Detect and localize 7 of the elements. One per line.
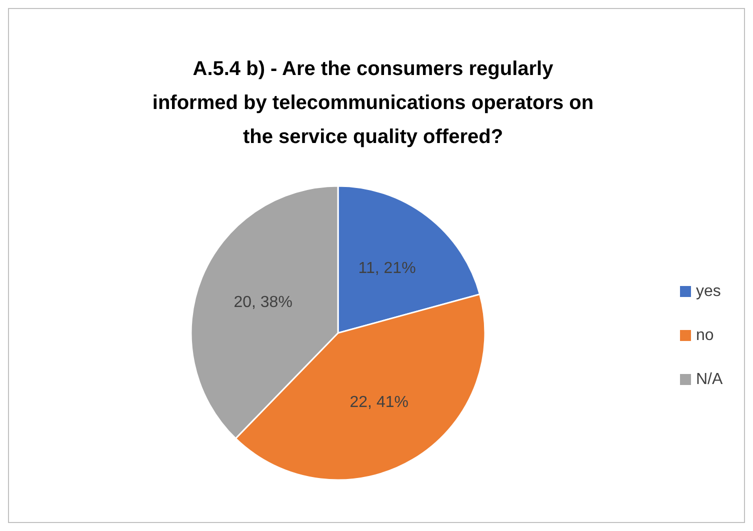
- legend-label: no: [696, 327, 714, 344]
- data-label: 11, 21%: [358, 260, 416, 277]
- data-label: 20, 38%: [234, 294, 292, 311]
- data-label: 22, 41%: [350, 394, 408, 411]
- legend-label: N/A: [696, 371, 723, 388]
- chart-title: A.5.4 b) - Are the consumers regularly informed by telecommunications operators on the service quality offered?: [152, 58, 594, 148]
- legend-label: yes: [696, 283, 721, 300]
